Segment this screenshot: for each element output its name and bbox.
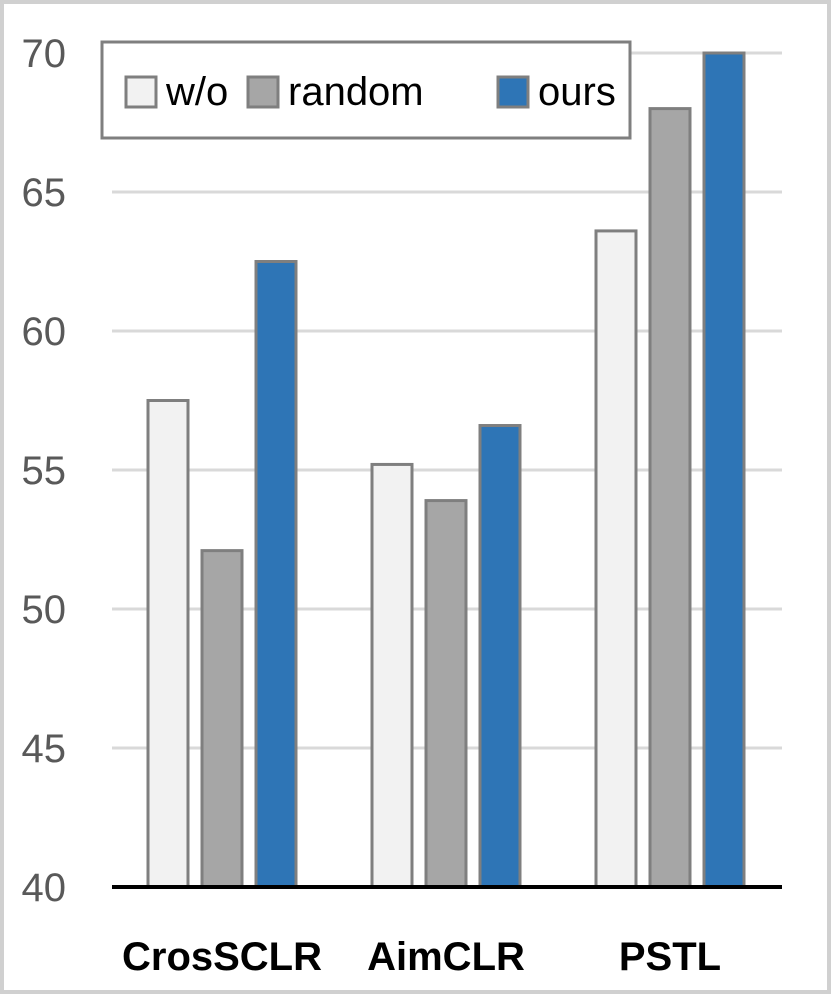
y-tick-label: 60 xyxy=(22,310,67,354)
bar-ours-crossclr xyxy=(254,260,298,889)
legend-label: ours xyxy=(538,70,616,114)
category-labels: CrosSCLR AimCLR PSTL xyxy=(122,935,721,979)
legend-label: w/o xyxy=(165,70,228,114)
y-tick-label: 70 xyxy=(22,32,67,76)
bar-wo-crossclr xyxy=(146,399,190,889)
legend-swatch xyxy=(496,75,530,109)
category-label: AimCLR xyxy=(367,935,525,979)
legend: w/o random ours xyxy=(100,40,632,140)
bar-ours-aimclr xyxy=(478,424,522,889)
bar-chart: 40 45 50 55 60 65 70 CrosSCLR AimCLR PSTL w/o ran… xyxy=(22,32,782,979)
y-tick-label: 45 xyxy=(22,727,67,771)
y-tick-label: 40 xyxy=(22,866,67,910)
legend-swatch xyxy=(124,75,158,109)
legend-box xyxy=(100,40,632,140)
bar-ours-pstl xyxy=(702,51,746,889)
legend-swatch xyxy=(246,75,280,109)
bar-random-aimclr xyxy=(424,499,468,889)
bars xyxy=(146,51,746,889)
y-tick-label: 50 xyxy=(22,588,67,632)
y-tick-label: 65 xyxy=(22,171,67,215)
category-label: PSTL xyxy=(619,935,721,979)
bar-wo-pstl xyxy=(594,229,638,889)
legend-label: random xyxy=(288,70,424,114)
y-tick-label: 55 xyxy=(22,449,67,493)
category-label: CrosSCLR xyxy=(122,935,322,979)
bar-wo-aimclr xyxy=(370,462,414,889)
bar-random-pstl xyxy=(648,107,692,889)
y-tick-labels: 40 45 50 55 60 65 70 xyxy=(22,32,67,910)
bar-random-crossclr xyxy=(200,549,244,889)
